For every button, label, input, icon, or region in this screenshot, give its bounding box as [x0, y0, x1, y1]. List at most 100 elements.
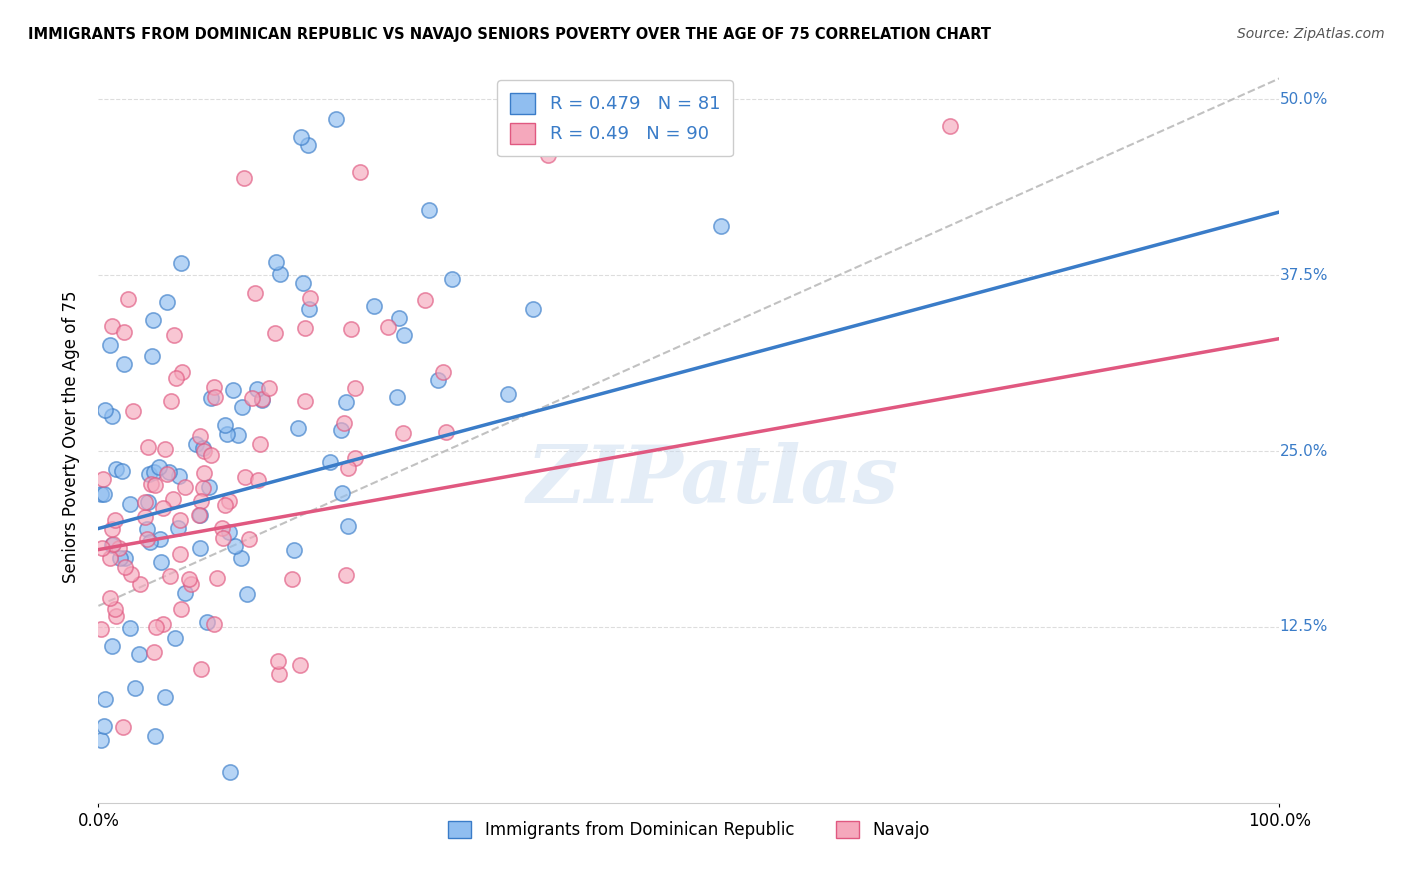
Point	[198, 480, 221, 494]
Legend: Immigrants from Dominican Republic, Navajo: Immigrants from Dominican Republic, Nava…	[441, 814, 936, 846]
Point	[249, 437, 271, 451]
Point	[290, 657, 312, 672]
Point	[141, 349, 163, 363]
Point	[250, 392, 273, 407]
Point	[335, 395, 357, 409]
Point	[143, 465, 166, 479]
Point	[391, 426, 413, 441]
Point	[193, 443, 215, 458]
Point	[232, 171, 254, 186]
Point	[117, 292, 139, 306]
Point	[329, 423, 352, 437]
Point	[156, 467, 179, 482]
Point	[136, 494, 159, 508]
Point	[343, 450, 366, 465]
Point	[104, 602, 127, 616]
Point	[112, 325, 135, 339]
Point	[104, 462, 127, 476]
Point	[138, 467, 160, 481]
Point	[229, 551, 252, 566]
Text: 37.5%: 37.5%	[1279, 268, 1327, 283]
Point	[148, 459, 170, 474]
Point	[150, 555, 173, 569]
Point	[267, 654, 290, 668]
Point	[145, 620, 167, 634]
Point	[297, 137, 319, 152]
Point	[136, 440, 159, 454]
Point	[363, 299, 385, 313]
Point	[287, 421, 309, 435]
Point	[143, 729, 166, 743]
Point	[139, 477, 162, 491]
Point	[344, 381, 367, 395]
Point	[107, 541, 129, 555]
Point	[238, 532, 260, 546]
Point	[120, 567, 142, 582]
Point	[93, 403, 115, 417]
Point	[269, 267, 291, 281]
Text: 25.0%: 25.0%	[1279, 443, 1327, 458]
Point	[298, 301, 321, 316]
Point	[128, 647, 150, 661]
Point	[98, 338, 121, 352]
Point	[157, 466, 180, 480]
Text: Source: ZipAtlas.com: Source: ZipAtlas.com	[1237, 27, 1385, 41]
Point	[233, 470, 256, 484]
Point	[246, 382, 269, 396]
Point	[522, 301, 544, 316]
Text: 50.0%: 50.0%	[1279, 92, 1327, 107]
Point	[339, 322, 361, 336]
Point	[537, 147, 560, 161]
Point	[152, 617, 174, 632]
Point	[100, 318, 122, 333]
Point	[191, 441, 214, 455]
Point	[281, 573, 304, 587]
Point	[231, 400, 253, 414]
Point	[202, 616, 225, 631]
Point	[172, 365, 194, 379]
Point	[392, 327, 415, 342]
Point	[101, 640, 124, 654]
Point	[200, 391, 222, 405]
Point	[170, 256, 193, 270]
Point	[169, 512, 191, 526]
Point	[319, 455, 342, 469]
Point	[98, 591, 121, 605]
Point	[434, 425, 457, 440]
Point	[939, 120, 962, 134]
Point	[170, 602, 193, 616]
Point	[204, 390, 226, 404]
Point	[200, 448, 222, 462]
Point	[167, 468, 190, 483]
Point	[388, 310, 411, 325]
Point	[283, 542, 305, 557]
Point	[204, 380, 226, 394]
Point	[149, 532, 172, 546]
Point	[190, 494, 212, 508]
Point	[93, 719, 115, 733]
Point	[90, 623, 112, 637]
Point	[162, 492, 184, 507]
Point	[173, 585, 195, 599]
Point	[152, 501, 174, 516]
Point	[104, 513, 127, 527]
Point	[214, 498, 236, 512]
Point	[222, 383, 245, 397]
Point	[264, 254, 287, 268]
Point	[153, 690, 176, 704]
Point	[159, 569, 181, 583]
Point	[188, 429, 211, 443]
Point	[188, 541, 211, 556]
Point	[212, 531, 235, 545]
Point	[134, 494, 156, 508]
Point	[432, 366, 454, 380]
Point	[710, 219, 733, 234]
Point	[337, 518, 360, 533]
Point	[218, 524, 240, 539]
Point	[298, 291, 321, 305]
Point	[143, 645, 166, 659]
Point	[145, 477, 167, 491]
Point	[90, 486, 112, 500]
Point	[330, 485, 353, 500]
Point	[118, 497, 141, 511]
